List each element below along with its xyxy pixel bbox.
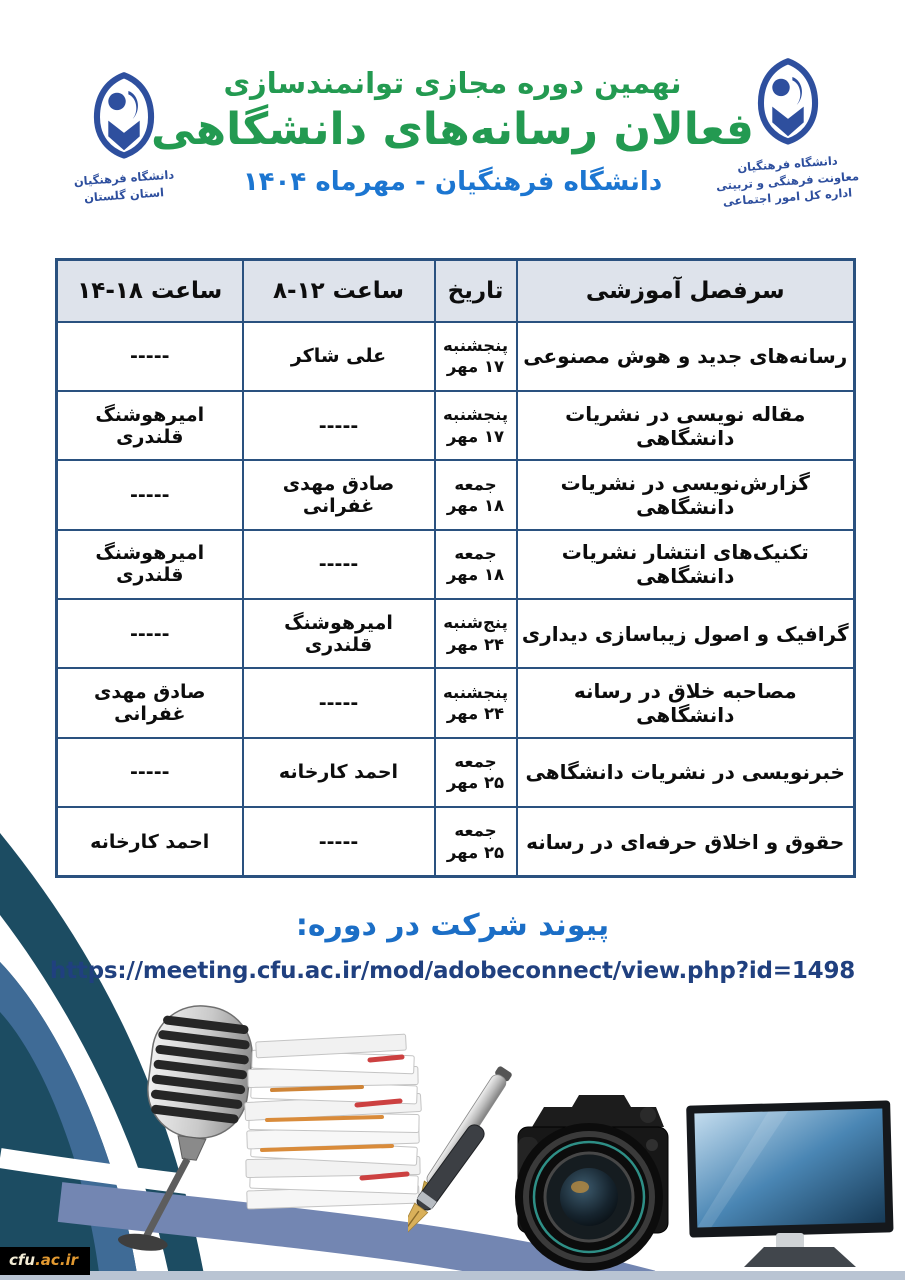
course-day-number: ۲۵ مهر [446,842,505,862]
right-logo-deputy: دانشگاه فرهنگیان معاونت فرهنگی و تربیتی … [700,56,875,209]
course-day-number: ۲۵ مهر [446,773,505,793]
course-day: جمعه [454,821,497,841]
poster-titles: نهمین دوره مجازی توانمندسازی فعالان رسان… [0,66,905,197]
table-row: حقوق و اخلاق حرفه‌ای در رسانه جمعه ۲۵ مه… [55,806,856,878]
morning-instructor: علی شاکر [241,320,436,392]
course-date: جمعه ۱۸ مهر [433,528,518,601]
afternoon-instructor: ----- [55,597,244,670]
course-main-title: فعالان رسانه‌های دانشگاهی [151,104,754,155]
morning-instructor: امیرهوشنگ قلندری [241,597,436,670]
course-date: جمعه ۲۵ مهر [433,806,518,878]
table-row: رسانه‌های جدید و هوش مصنوعی پنجشنبه ۱۷ م… [55,320,856,392]
watermark-brand: cfu [9,1251,36,1269]
newspaper-stack-illustration [244,1033,422,1210]
morning-instructor: ----- [241,806,436,878]
course-topic: خبرنویسی در نشریات دانشگاهی [515,736,856,809]
watermark-suffix: .ac.ir [35,1251,79,1269]
col-header-topic: سرفصل آموزشی [515,258,856,323]
course-day: پنجشنبه [442,405,509,425]
col-header-date: تاریخ [433,258,518,323]
morning-instructor: صادق مهدی غفرانی [241,459,436,531]
course-day: جمعه [454,752,497,771]
table-row: گرافیک و اصول زیباسازی دیداری پنج‌شنبه ۲… [55,597,856,670]
course-day-number: ۱۸ مهر [446,565,505,585]
course-day: جمعه [454,474,497,494]
course-topic: مصاحبه خلاق در رسانه دانشگاهی [515,667,856,739]
col-header-afternoon: ساعت ۱۸-۱۴ [55,258,244,323]
course-day-number: ۲۴ مهر [446,634,505,654]
course-date: پنجشنبه ۱۷ مهر [433,320,518,392]
course-topic: گرافیک و اصول زیباسازی دیداری [515,597,856,670]
afternoon-instructor: صادق مهدی غفرانی [55,667,244,739]
course-day-number: ۱۷ مهر [446,357,505,377]
afternoon-instructor: احمد کارخانه [55,806,244,878]
farhangian-emblem-icon [757,58,818,145]
afternoon-instructor: ----- [55,320,244,392]
course-topic: مقاله نویسی در نشریات دانشگاهی [515,389,856,462]
course-day: پنجشنبه [442,682,509,702]
morning-instructor: ----- [241,389,436,462]
course-topic: رسانه‌های جدید و هوش مصنوعی [515,320,856,392]
course-day: پنج‌شنبه [443,613,508,633]
course-date: پنج‌شنبه ۲۴ مهر [433,597,518,670]
pens-illustration [408,1066,512,1239]
course-schedule-table: سرفصل آموزشی تاریخ ساعت ۱۲-۸ ساعت ۱۸-۱۴ … [55,258,856,878]
table-row: مقاله نویسی در نشریات دانشگاهی پنجشنبه ۱… [55,389,856,462]
course-topic: گزارش‌نویسی در نشریات دانشگاهی [515,459,856,531]
morning-instructor: احمد کارخانه [241,736,436,809]
course-day-number: ۱۸ مهر [446,495,505,515]
course-series-title: نهمین دوره مجازی توانمندسازی [223,66,682,100]
afternoon-instructor: ----- [55,736,244,809]
meeting-link-url: https://meeting.cfu.ac.ir/mod/adobeconne… [49,958,856,984]
camera-illustration [515,1095,669,1271]
table-row: گزارش‌نویسی در نشریات دانشگاهی جمعه ۱۸ م… [55,459,856,531]
course-day: پنجشنبه [442,335,509,355]
morning-instructor: ----- [241,667,436,739]
monitor-illustration [686,1100,894,1267]
course-topic: حقوق و اخلاق حرفه‌ای در رسانه [515,806,856,878]
course-day-number: ۱۷ مهر [446,426,505,446]
table-row: مصاحبه خلاق در رسانه دانشگاهی پنجشنبه ۲۴… [55,667,856,739]
join-link-label: پیوند شرکت در دوره: [295,908,610,943]
farhangian-emblem-icon [93,72,155,159]
course-date: جمعه ۱۸ مهر [433,459,518,531]
col-header-morning: ساعت ۱۲-۸ [241,258,436,323]
table-row: تکنیک‌های انتشار نشریات دانشگاهی جمعه ۱۸… [55,528,856,601]
course-day: جمعه [454,543,497,563]
afternoon-instructor: امیرهوشنگ قلندری [55,528,244,601]
course-topic: تکنیک‌های انتشار نشریات دانشگاهی [515,528,856,601]
course-subtitle: دانشگاه فرهنگیان - مهرماه ۱۴۰۴ [242,167,663,197]
course-date: جمعه ۲۵ مهر [433,736,518,809]
morning-instructor: ----- [241,528,436,601]
afternoon-instructor: امیرهوشنگ قلندری [55,389,244,462]
afternoon-instructor: ----- [55,459,244,531]
microphone-illustration [118,1005,253,1251]
course-day-number: ۲۴ مهر [446,704,505,724]
left-logo-golestan: دانشگاه فرهنگیان استان گلستان [44,70,204,204]
course-date: پنجشنبه ۲۴ مهر [433,667,518,739]
course-date: پنجشنبه ۱۷ مهر [433,389,518,462]
cfu-watermark: cfu.ac.ir [0,1247,91,1275]
table-row: خبرنویسی در نشریات دانشگاهی جمعه ۲۵ مهر … [55,736,856,809]
table-header-row: سرفصل آموزشی تاریخ ساعت ۱۲-۸ ساعت ۱۸-۱۴ [55,258,856,323]
